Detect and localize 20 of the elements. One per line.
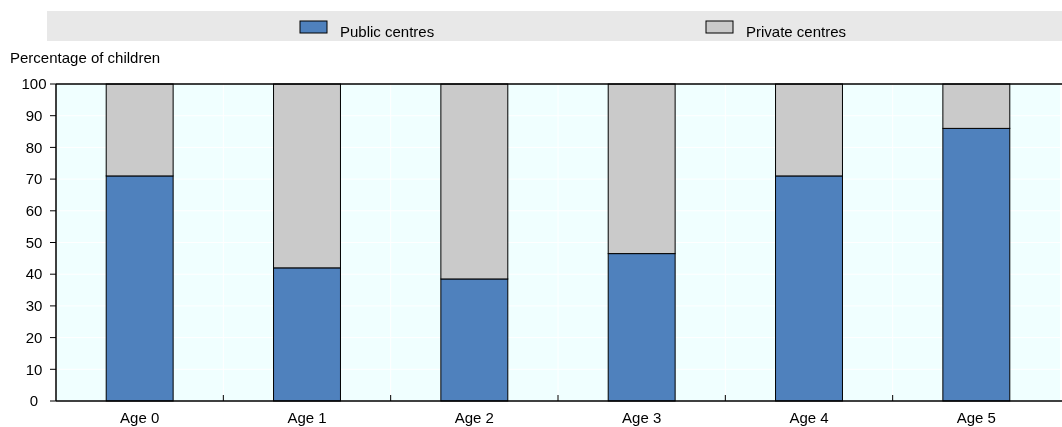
y-tick-label: 60 — [25, 202, 43, 220]
x-tick-label: Age 2 — [454, 409, 494, 426]
y-tick-label: 0 — [29, 392, 39, 410]
y-tick-label: 10 — [25, 360, 43, 378]
x-tick-label: Age 3 — [622, 409, 662, 426]
y-tick-label: 70 — [25, 170, 43, 188]
y-axis-title: Percentage of children — [10, 49, 161, 66]
y-tick-label: 90 — [25, 106, 43, 124]
y-tick-label: 30 — [25, 297, 43, 315]
x-tick-label: Age 0 — [120, 409, 160, 426]
legend-label: Public centres — [340, 23, 435, 40]
x-tick-label: Age 4 — [789, 409, 829, 426]
y-tick-label: 80 — [25, 138, 43, 156]
y-tick-label: 20 — [25, 328, 43, 346]
y-tick-label: 50 — [25, 233, 43, 251]
x-tick-label: Age 5 — [956, 409, 996, 426]
y-tick-label: 100 — [21, 75, 47, 93]
legend-label: Private centres — [746, 23, 847, 40]
y-tick-label: 40 — [25, 265, 43, 283]
x-tick-label: Age 1 — [287, 409, 327, 426]
